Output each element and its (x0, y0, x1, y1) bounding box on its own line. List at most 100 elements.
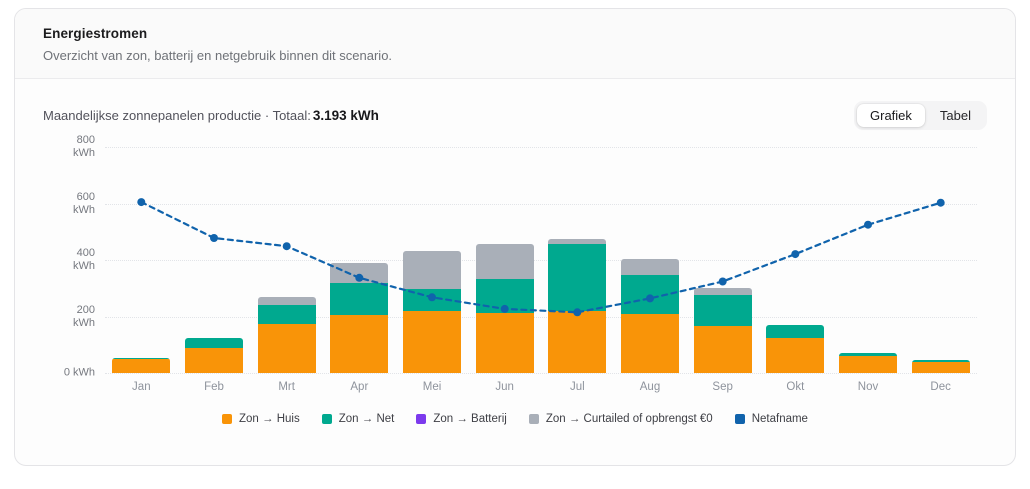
y-tick-label: 0 kWh (63, 366, 95, 379)
bar-segment (839, 355, 897, 373)
chart-header: Maandelijkse zonnepanelen productie · To… (43, 99, 987, 131)
bar-segment (548, 311, 607, 373)
bar-Nov[interactable] (839, 352, 897, 373)
x-axis: Jan Feb Mrt Apr Mei Jun Jul Aug Sep Okt Nov Dec (105, 381, 977, 397)
legend: Zon → Huis Zon → Net Zon → Batterij Zon → C… (43, 413, 987, 425)
bar-Dec[interactable] (911, 360, 970, 373)
bar-Jul[interactable] (548, 239, 607, 373)
y-tick-label: 800 kWh (73, 134, 95, 159)
legend-item[interactable]: Zon → Curtailed of opbrengst €0 (528, 413, 713, 425)
y-tick-label: 600 kWh (73, 190, 95, 216)
bar-segment (693, 287, 752, 296)
energiestromen-card: Energiestromen Overzicht van zon, batter… (14, 8, 1016, 466)
bar-Okt[interactable] (766, 325, 825, 373)
line-point-Mrt (282, 242, 291, 251)
card-body: Maandelijkse zonnepanelen productie · To… (15, 79, 1015, 425)
bar-segment (403, 289, 461, 312)
bar-Feb[interactable] (185, 337, 243, 373)
bar-segment (766, 325, 825, 339)
grid-line (105, 203, 977, 205)
bar-Aug[interactable] (621, 258, 679, 373)
y-tick-label: 400 kWh (73, 247, 95, 272)
legend-item[interactable]: Netafname (734, 413, 808, 425)
legend-swatch-icon (416, 414, 427, 424)
legend-item[interactable]: Zon → Batterij (416, 413, 507, 425)
bar-segment (257, 304, 316, 324)
x-tick-label: Okt (786, 381, 805, 393)
x-tick-label: Aug (639, 381, 661, 393)
bar-segment (693, 325, 752, 373)
bar-Jun[interactable] (475, 243, 534, 373)
bar-Apr[interactable] (330, 262, 389, 373)
bar-segment (330, 315, 389, 373)
line-point-Jan (137, 198, 146, 207)
grid-line (105, 147, 977, 148)
legend-item[interactable]: Zon → Net (321, 413, 395, 425)
bar-segment (185, 337, 243, 348)
bar-segment (693, 295, 752, 326)
legend-label: Zon → Net (338, 413, 395, 425)
legend-item[interactable]: Zon → Huis (222, 413, 300, 425)
bar-segment (475, 279, 534, 313)
legend-label: Zon → Batterij (433, 413, 507, 425)
x-tick-label: Mrt (278, 381, 295, 393)
x-tick-label: Jun (495, 381, 514, 393)
bar-segment (911, 360, 970, 362)
grid-line (105, 316, 977, 318)
x-tick-label: Nov (857, 381, 879, 393)
bar-segment (257, 323, 316, 373)
legend-label: Netafname (751, 413, 808, 425)
line-point-Sep (718, 277, 727, 286)
legend-swatch-icon (222, 414, 233, 424)
bar-segment (257, 297, 316, 305)
chart-caption-label: Maandelijkse zonnepanelen productie · To… (43, 107, 311, 123)
bar-segment (330, 262, 389, 284)
bar-Sep[interactable] (693, 287, 752, 373)
bar-Mrt[interactable] (257, 297, 316, 373)
bar-segment (475, 312, 534, 373)
x-tick-label: Feb (204, 381, 224, 393)
x-tick-label: Dec (930, 381, 951, 393)
card-title: Energiestromen (43, 26, 148, 41)
bar-segment (766, 338, 825, 373)
x-tick-label: Apr (350, 381, 369, 393)
x-tick-label: Mei (422, 381, 442, 393)
bar-segment (911, 361, 970, 373)
y-axis: 800 kWh 600 kWh 400 kWh 200 kWh 0 kWh (43, 134, 105, 379)
bar-segment (839, 352, 897, 356)
legend-swatch-icon (734, 414, 745, 424)
bar-Mei[interactable] (403, 251, 461, 373)
bar-segment (403, 251, 461, 290)
chart-total-value: 3.193 kWh (312, 107, 379, 123)
bar-segment (621, 275, 679, 314)
toggle-grafiek-button[interactable]: Grafiek (857, 103, 925, 127)
bar-segment (548, 244, 607, 312)
legend-label: Zon → Curtailed of opbrengst €0 (545, 413, 713, 425)
line-point-Nov (864, 220, 872, 229)
y-tick-label: 200 kWh (73, 303, 95, 329)
x-tick-label: Jan (132, 381, 151, 393)
bar-segment (112, 358, 171, 373)
legend-label: Zon → Huis (239, 413, 300, 425)
chart-caption: Maandelijkse zonnepanelen productie · To… (43, 108, 379, 123)
grid-line (105, 260, 977, 261)
plot-area (105, 147, 977, 374)
legend-swatch-icon (528, 414, 539, 424)
bar-segment (475, 243, 534, 280)
line-point-Feb (210, 234, 218, 242)
bar-segment (112, 357, 171, 359)
card-header: Energiestromen Overzicht van zon, batter… (15, 9, 1015, 79)
chart: 800 kWh 600 kWh 400 kWh 200 kWh 0 kWh (43, 134, 987, 379)
line-point-Okt (791, 250, 800, 259)
legend-swatch-icon (321, 414, 332, 424)
bar-segment (621, 258, 679, 275)
card-subtitle: Overzicht van zon, batterij en netgebrui… (43, 48, 393, 63)
grid-line (105, 373, 977, 374)
bar-segment (330, 283, 389, 316)
bar-segment (185, 347, 243, 373)
toggle-tabel-button[interactable]: Tabel (927, 104, 984, 127)
x-tick-label: Jul (569, 381, 585, 393)
bar-Jan[interactable] (112, 357, 171, 373)
bar-segment (403, 311, 461, 373)
view-toggle: Grafiek Tabel (854, 100, 987, 130)
